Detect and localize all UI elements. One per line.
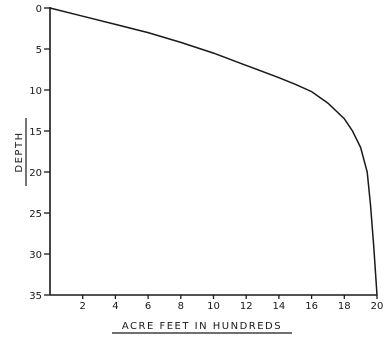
y-tick-label: 25 <box>29 209 42 220</box>
x-tick-label: 18 <box>338 301 351 312</box>
depth-capacity-curve <box>49 7 378 296</box>
y-tick-label: 20 <box>29 168 42 179</box>
x-tick-label: 2 <box>80 301 86 312</box>
y-axis-title: DEPTH <box>14 131 25 172</box>
y-tick-label: 35 <box>29 291 42 302</box>
x-axis-title: ACRE FEET IN HUNDREDS <box>122 321 282 332</box>
y-ticks: 0 5 10 15 20 25 30 35 <box>29 4 50 302</box>
y-tick-label: 0 <box>36 4 42 15</box>
x-tick-label: 8 <box>178 301 184 312</box>
x-tick-label: 4 <box>112 301 118 312</box>
axes <box>49 7 377 296</box>
y-tick-label: 30 <box>29 250 42 261</box>
x-tick-label: 12 <box>240 301 253 312</box>
y-tick-label: 10 <box>29 86 42 97</box>
x-tick-label: 14 <box>273 301 286 312</box>
y-tick-label: 5 <box>36 45 42 56</box>
x-ticks: 2 4 6 8 10 12 14 16 18 20 <box>80 295 384 312</box>
y-tick-label: 15 <box>29 127 42 138</box>
x-tick-label: 6 <box>145 301 151 312</box>
x-tick-label: 10 <box>207 301 220 312</box>
x-tick-label: 20 <box>371 301 384 312</box>
x-tick-label: 16 <box>305 301 318 312</box>
